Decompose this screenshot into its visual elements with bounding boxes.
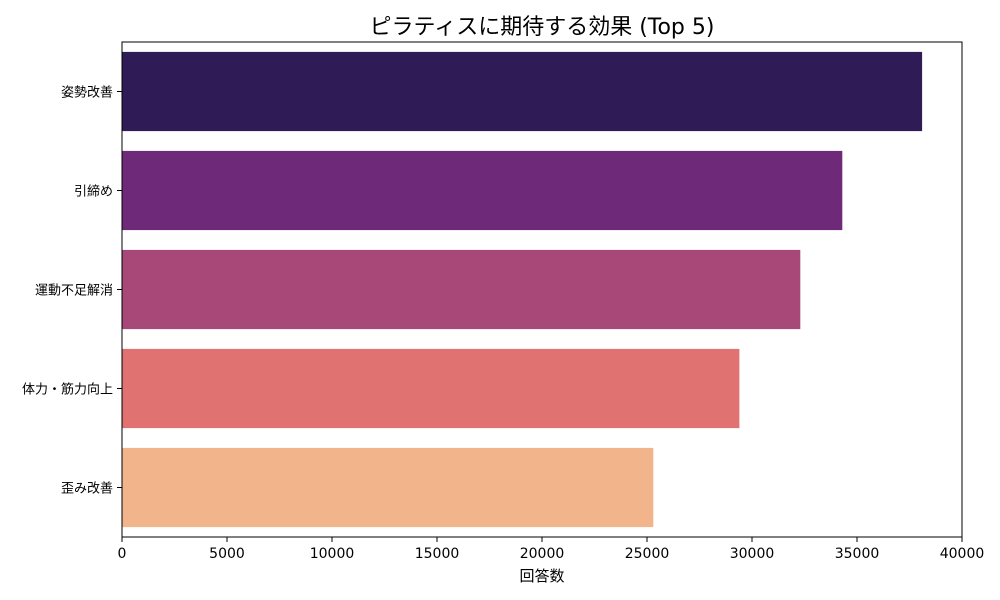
x-axis-label: 回答数 (519, 567, 564, 585)
x-tick-label: 5000 (209, 546, 245, 562)
plot-frame (121, 41, 963, 538)
chart-title: ピラティスに期待する効果 (Top 5) (370, 15, 715, 40)
category-label: 体力・筋力向上 (22, 382, 113, 398)
bar-4 (122, 348, 740, 429)
category-label: 姿勢改善 (61, 85, 113, 101)
bar-3 (122, 249, 801, 330)
x-axis-ticks: 0 5000 10000 15000 20000 25000 30000 35000 40000 (118, 537, 985, 562)
bar-2 (122, 150, 843, 231)
x-tick-label: 25000 (625, 546, 670, 562)
x-tick-label: 40000 (940, 546, 985, 562)
bar-5 (122, 447, 654, 528)
category-label: 運動不足解消 (35, 284, 113, 299)
bars-group (122, 51, 923, 528)
category-label: 歪み改善 (61, 481, 113, 497)
bar-1 (122, 51, 923, 132)
x-tick-label: 30000 (730, 546, 775, 562)
x-tick-label: 20000 (520, 546, 565, 562)
category-label: 引締め (74, 184, 113, 200)
x-tick-label: 10000 (310, 546, 355, 562)
x-tick-label: 15000 (415, 546, 460, 562)
x-tick-label: 0 (118, 546, 127, 562)
x-tick-label: 35000 (835, 546, 880, 562)
